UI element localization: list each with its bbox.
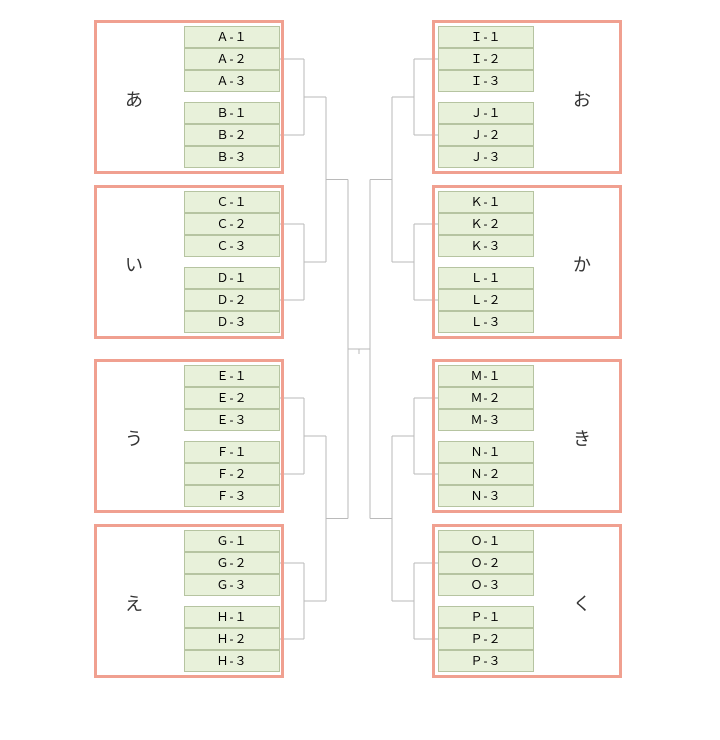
kana-label-left-3: え [122, 590, 146, 616]
bracket-diagram: Ａ-１Ａ-２Ａ-３Ｂ-１Ｂ-２Ｂ-３あＣ-１Ｃ-２Ｃ-３Ｄ-１Ｄ-２Ｄ-３いＥ-… [0, 0, 720, 740]
kana-label-right-1: か [570, 251, 594, 277]
kana-label-right-0: お [570, 86, 594, 112]
kana-label-right-3: く [570, 590, 594, 616]
kana-label-right-2: き [570, 425, 594, 451]
kana-label-left-0: あ [122, 86, 146, 112]
kana-label-left-2: う [122, 425, 146, 451]
kana-label-left-1: い [122, 251, 146, 277]
